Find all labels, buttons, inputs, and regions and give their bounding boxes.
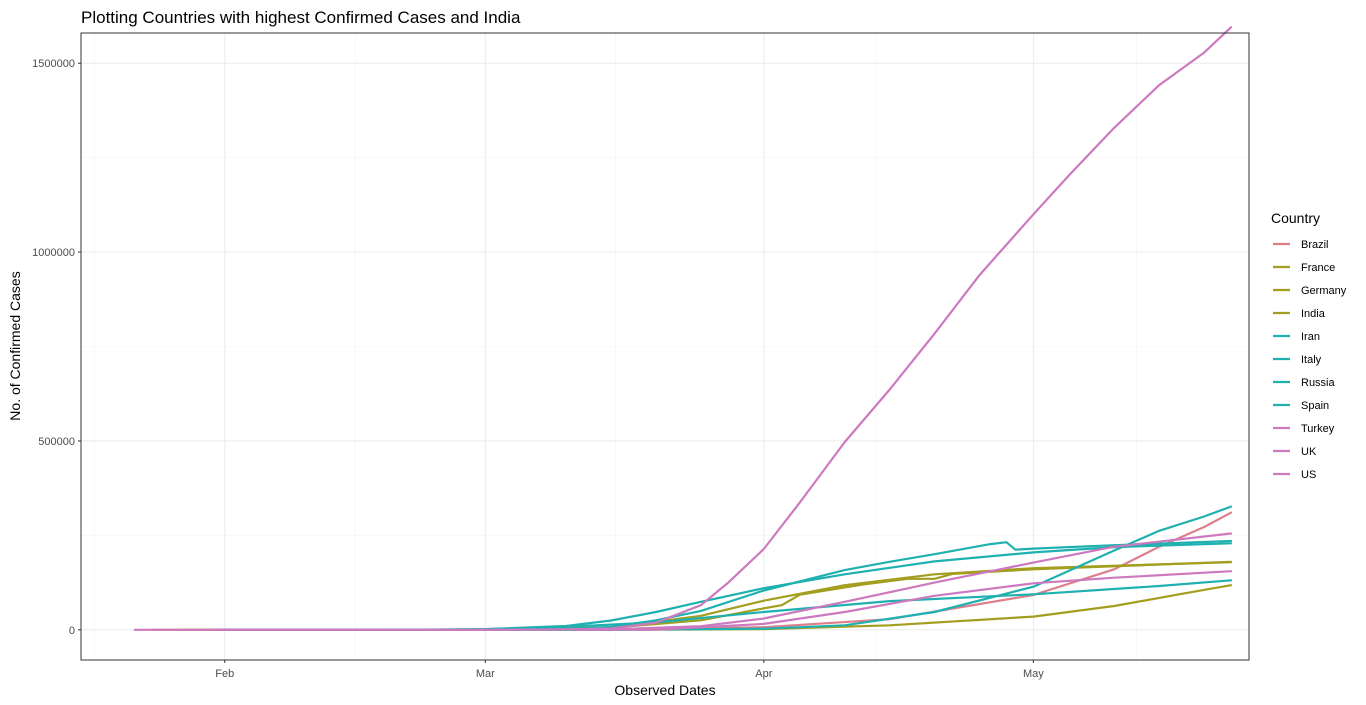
legend-items: Brazil France Germany India Iran Italy Russia S… [1273, 239, 1347, 481]
legend-label-russia: Russia [1301, 377, 1336, 389]
legend-item-iran: Iran [1273, 331, 1320, 343]
y-axis-title: No. of Confirmed Cases [7, 271, 23, 420]
legend-item-france: France [1273, 262, 1335, 274]
legend-label-india: India [1301, 308, 1326, 320]
legend-item-spain: Spain [1273, 400, 1329, 412]
legend-item-uk: UK [1273, 446, 1317, 458]
legend-label-germany: Germany [1301, 285, 1347, 297]
series-line-us [133, 26, 1233, 631]
x-tick-label: Mar [476, 668, 495, 680]
x-tick-label: Feb [215, 668, 234, 680]
x-tick-label: May [1023, 668, 1044, 680]
series-line-russia [214, 505, 1233, 631]
minor-gridlines [81, 33, 1249, 660]
y-tick-label: 500000 [38, 436, 75, 448]
plot-panel [80, 26, 1250, 661]
legend-item-germany: Germany [1273, 285, 1347, 297]
x-axis-ticks: Feb Mar Apr May [215, 660, 1044, 680]
legend-item-us: US [1273, 469, 1316, 481]
major-gridlines [81, 33, 1249, 660]
legend: Country Brazil France Germany India Iran Ital… [1271, 210, 1347, 481]
legend-label-france: France [1301, 262, 1335, 274]
y-tick-label: 1500000 [32, 58, 75, 70]
legend-title: Country [1271, 210, 1320, 226]
legend-label-us: US [1301, 469, 1316, 481]
plot-panel-border [80, 32, 1250, 661]
legend-label-turkey: Turkey [1301, 423, 1335, 435]
legend-label-brazil: Brazil [1301, 239, 1329, 251]
series-line-turkey [574, 570, 1233, 631]
legend-item-turkey: Turkey [1273, 423, 1335, 435]
series-lines [133, 26, 1233, 631]
chart-title: Plotting Countries with highest Confirme… [81, 8, 521, 27]
legend-item-india: India [1273, 308, 1326, 320]
legend-item-russia: Russia [1273, 377, 1336, 389]
y-axis-ticks: 0 500000 1000000 1500000 [32, 58, 81, 637]
legend-label-spain: Spain [1301, 400, 1329, 412]
legend-label-italy: Italy [1301, 354, 1322, 366]
y-tick-label: 0 [69, 625, 75, 637]
legend-label-uk: UK [1301, 446, 1317, 458]
x-tick-label: Apr [755, 668, 772, 680]
x-axis-title: Observed Dates [614, 682, 715, 698]
legend-item-italy: Italy [1273, 354, 1322, 366]
y-tick-label: 1000000 [32, 247, 75, 259]
legend-label-iran: Iran [1301, 331, 1320, 343]
legend-item-brazil: Brazil [1273, 239, 1329, 251]
